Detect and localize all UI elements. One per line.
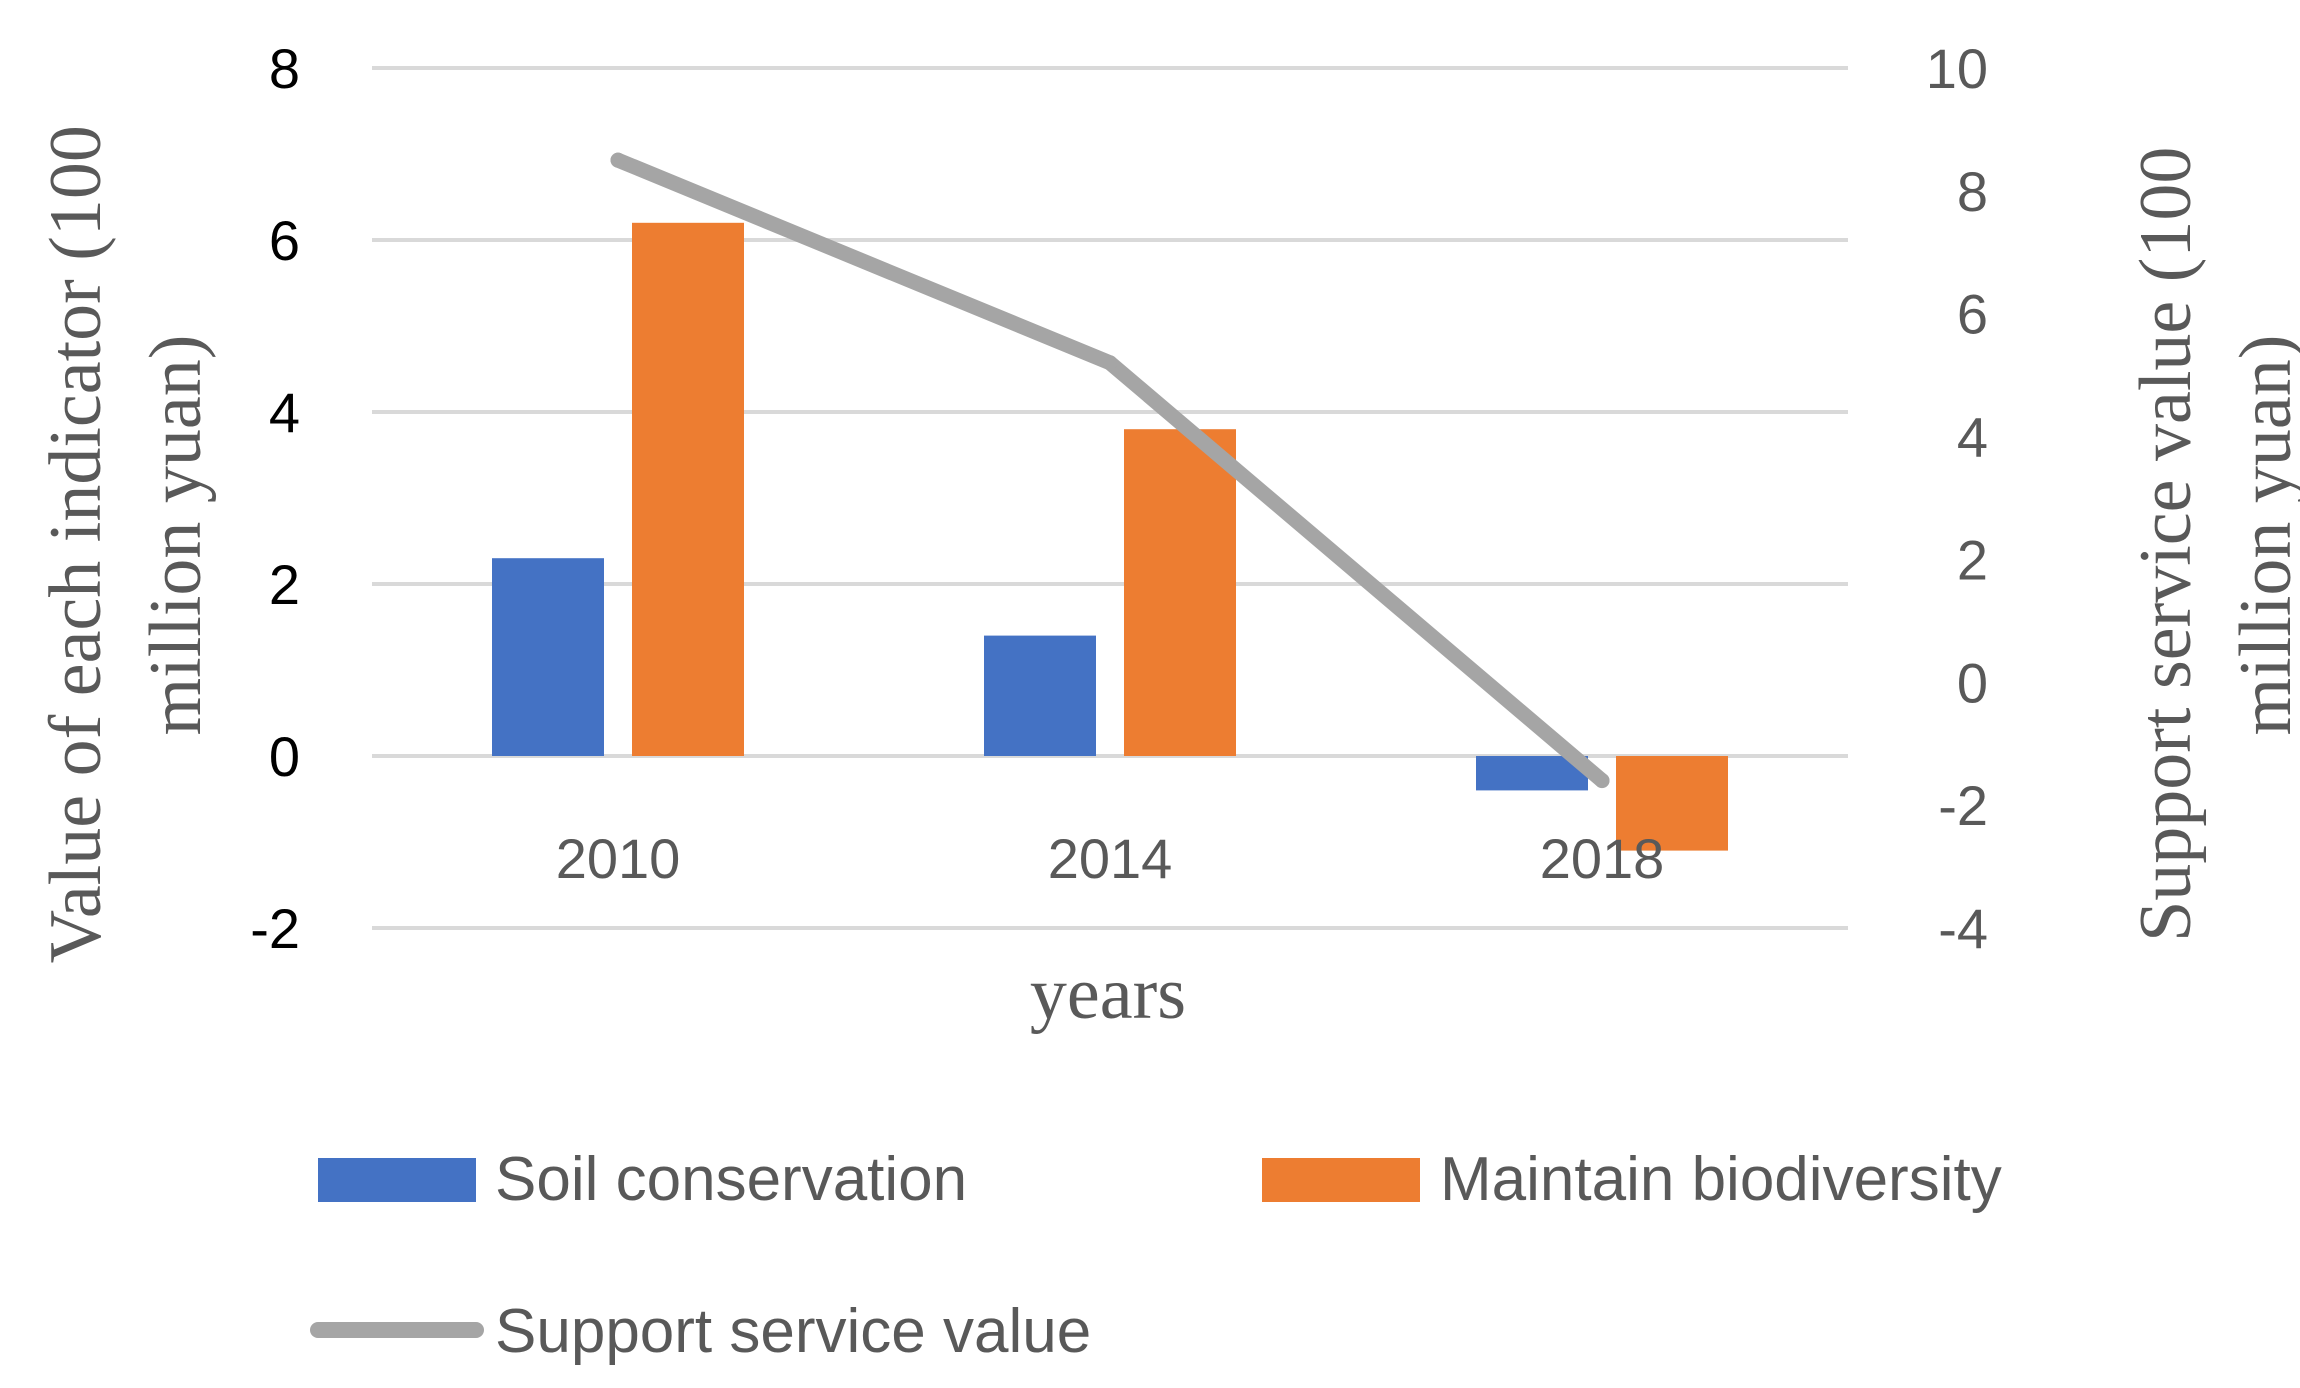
line-point-support-service-value-2018 <box>1594 773 1610 789</box>
bar-soil-conservation-2014 <box>984 635 1096 756</box>
x-axis-ticks: 2010 2014 2018 <box>556 827 1665 890</box>
line-support-service-value <box>610 152 1610 789</box>
line-point-support-service-value-2010 <box>610 152 626 168</box>
left-tick-label: 6 <box>269 209 300 272</box>
right-axis-title-line-2: million yuan) <box>2225 335 2300 736</box>
left-tick-label: 0 <box>269 725 300 788</box>
y-axis-title-line-1: Value of each indicator (100 <box>35 125 117 963</box>
bar-maintain-biodiversity-2014 <box>1124 429 1236 756</box>
legend: Soil conservation Maintain biodiversity … <box>310 1145 2002 1366</box>
y-axis-title: Value of each indicator (100 million yua… <box>35 107 217 964</box>
x-tick-label: 2018 <box>1540 827 1665 890</box>
left-tick-label: 4 <box>269 381 300 444</box>
legend-label-support-service-value: Support service value <box>495 1297 1091 1366</box>
right-axis-ticks: 10 8 6 4 2 0 -2 -4 <box>1926 37 1988 960</box>
legend-label-soil-conservation: Soil conservation <box>495 1145 967 1214</box>
right-tick-label: 6 <box>1957 283 1988 346</box>
left-tick-label: 8 <box>269 37 300 100</box>
bar-maintain-biodiversity-2010 <box>632 222 744 757</box>
left-tick-label: -2 <box>250 897 300 960</box>
right-tick-label: -4 <box>1938 897 1988 960</box>
right-tick-label: 4 <box>1957 406 1988 469</box>
legend-swatch-maintain-biodiversity <box>1262 1158 1420 1202</box>
right-tick-label: 0 <box>1957 651 1988 714</box>
gridlines <box>372 66 1848 930</box>
right-axis-title-line-1: Support service value (100 <box>2125 147 2207 942</box>
right-axis-title: Support service value (100 million yuan) <box>2125 128 2300 942</box>
bar-maintain-biodiversity-2018 <box>1616 756 1728 851</box>
legend-label-maintain-biodiversity: Maintain biodiversity <box>1440 1145 2002 1214</box>
legend-swatch-soil-conservation <box>318 1158 476 1202</box>
bar-soil-conservation-2010 <box>492 558 604 756</box>
right-tick-label: 2 <box>1957 528 1988 591</box>
left-tick-label: 2 <box>269 553 300 616</box>
x-axis-title: years <box>1030 953 1186 1035</box>
left-axis-ticks: 8 6 4 2 0 -2 <box>250 37 300 960</box>
line-point-support-service-value-2014 <box>1102 355 1118 371</box>
right-tick-label: -2 <box>1938 774 1988 837</box>
x-tick-label: 2010 <box>556 827 681 890</box>
x-tick-label: 2014 <box>1048 827 1173 890</box>
bars <box>492 222 1728 851</box>
right-tick-label: 8 <box>1957 160 1988 223</box>
line-series <box>610 152 1610 789</box>
y-axis-title-line-2: million yuan) <box>135 335 217 736</box>
right-tick-label: 10 <box>1926 37 1988 100</box>
